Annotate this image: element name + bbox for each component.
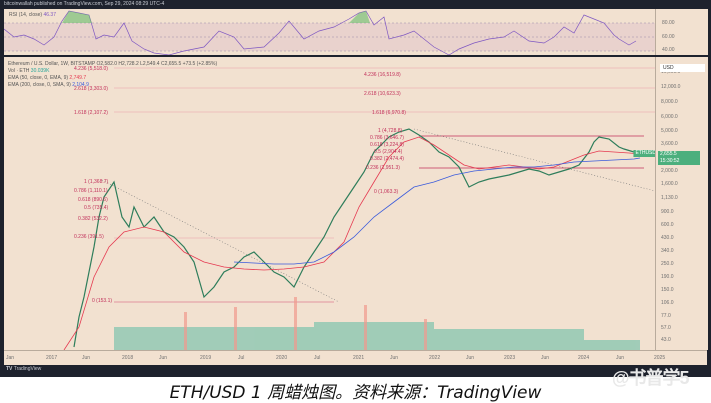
price-axis[interactable]: 16,000.0 12,000.0 8,000.0 6,000.0 5,000.…: [655, 57, 708, 350]
fib-left-label: 4.236 (5,518.0): [74, 66, 108, 72]
current-price-label: 2,655.5 15:30:52: [658, 151, 700, 165]
fib-left-label: 1 (1,368.7): [84, 179, 109, 185]
fib-right-label: 0.5 (2,904.4): [374, 149, 403, 155]
volume-value: 30.039K: [30, 68, 50, 74]
tradingview-icon: TV: [6, 366, 13, 372]
price-pane[interactable]: Ethereum / U.S. Dollar, 1W, BITSTAMP O2,…: [4, 57, 658, 350]
ema50-value: 2,749.7: [69, 75, 87, 81]
fib-left-label: 0.786 (1,110.1): [74, 188, 108, 194]
bar-countdown: 15:30:52: [660, 158, 680, 164]
rsi-legend: RSI (14, close) 46.37: [9, 12, 56, 18]
fib-right-label: 0.786 (3,646.7): [370, 135, 404, 141]
fib-left-label: 0 (153.1): [92, 298, 113, 304]
fib-right-label: 0 (1,063.3): [374, 189, 399, 195]
rsi-axis[interactable]: 80.00 60.00 40.00: [655, 9, 708, 55]
currency-selector[interactable]: USD: [660, 64, 705, 72]
published-info: bitcoinwallah published on TradingView.c…: [4, 1, 165, 7]
fib-left-label: 2.618 (3,303.0): [74, 86, 108, 92]
time-axis[interactable]: Jan 2017 Jun 2018 Jun 2019 Jul 2020 Jul …: [4, 350, 707, 365]
fib-right-label: 0.382 (2,474.4): [370, 156, 404, 162]
fib-left-label: 0.382 (532.2): [78, 216, 108, 222]
symbol-name: Ethereum / U.S. Dollar, 1W, BITSTAMP: [8, 61, 96, 67]
fib-right-label: 1 (4,728.8): [378, 128, 403, 134]
ema200-value: 2,104.9: [72, 82, 89, 88]
fib-right-label: 1.618 (6,970.8): [372, 110, 406, 116]
fib-right-label: 0.236 (1,951.3): [366, 165, 400, 171]
fib-right-label: 4.236 (16,519.8): [364, 72, 401, 78]
symbol-legend: Ethereum / U.S. Dollar, 1W, BITSTAMP O2,…: [8, 61, 218, 88]
figure-caption: ETH/USD 1 周蜡烛图。资料来源：TradingView: [169, 383, 542, 403]
fib-left-label: 0.236 (391.5): [74, 234, 104, 240]
fib-left-label: 1.618 (2,107.2): [74, 110, 108, 116]
fib-left-label: 0.5 (735.4): [84, 205, 109, 211]
rsi-pane[interactable]: RSI (14, close) 46.37: [4, 9, 655, 55]
fib-right-label: 0.618 (3,224.8): [370, 142, 404, 148]
ohlc-values: O2,582.0 H2,728.2 L2,549.4 C2,655.5 +73.…: [96, 61, 218, 67]
symbol-badge: ETHUSD: [633, 150, 658, 157]
rsi-line: [4, 10, 655, 55]
rsi-value: 46.37: [43, 12, 56, 18]
fib-left-label: 0.618 (890.6): [78, 197, 108, 203]
tradingview-logo: TV TradingView: [6, 366, 42, 372]
watermark: @书普学5: [612, 368, 690, 388]
fib-right-label: 2.618 (10,623.3): [364, 91, 401, 97]
price-chart: [63, 67, 655, 350]
